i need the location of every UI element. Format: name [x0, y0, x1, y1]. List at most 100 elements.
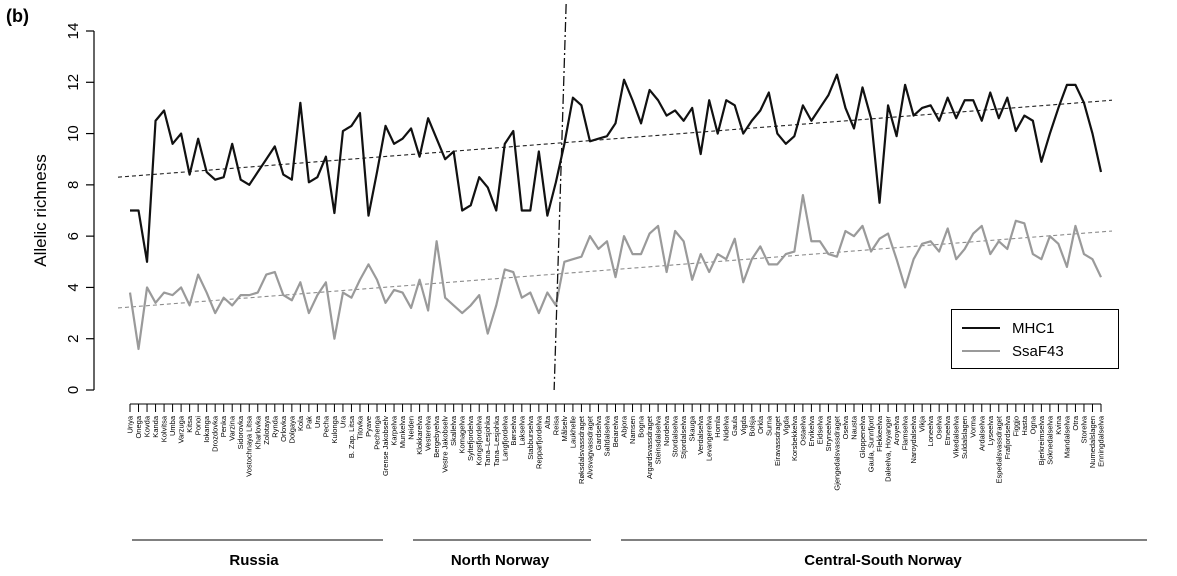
x-tick-label: Vikja: [918, 415, 927, 432]
x-tick-label: Lyseelva: [986, 415, 995, 445]
region-label-central-south-norway: Central-South Norway: [804, 552, 962, 569]
x-tick-label: Tana–Lesjohka: [483, 415, 492, 466]
x-tick-label: Laukhelle: [568, 416, 577, 448]
x-tick-label: Drozdovka: [211, 415, 220, 452]
x-tick-label: Kharlovka: [253, 415, 262, 449]
axes: 0 2 4 6 8 10 12 14 Allelic richness: [31, 23, 1102, 412]
x-tick-label: Figgjo: [1011, 416, 1020, 436]
x-tick-label: Namsen: [628, 416, 637, 444]
x-tick-label: Lakselva: [517, 415, 526, 445]
x-tick-label: Argardsvassdraget: [645, 415, 654, 479]
x-tick-label: Ardalselva: [977, 415, 986, 451]
x-tick-label: Dolgaya: [287, 415, 296, 443]
x-tick-label: Hasta: [1020, 415, 1029, 435]
y-tick-label: 8: [65, 181, 82, 189]
x-tick-label: Målselv: [560, 416, 569, 442]
x-tick-label: Daleelva, Hoyanger: [884, 416, 893, 482]
x-tick-label: Bolsja: [747, 415, 756, 436]
x-tick-label: Kola: [296, 415, 305, 431]
x-tick-label: Varzina: [228, 415, 237, 441]
x-tick-label: Beiarelva: [611, 415, 620, 447]
y-tick-label: 12: [65, 74, 82, 91]
x-tick-label: Eidselva: [815, 415, 824, 444]
region-label-north-norway: North Norway: [450, 552, 550, 569]
y-tick-label: 2: [65, 335, 82, 343]
x-tick-label: Vorma: [969, 415, 978, 438]
x-tick-label: Stabburselva: [526, 415, 535, 460]
x-tick-label: Etneelva: [943, 415, 952, 445]
x-tick-label: Kanda: [151, 415, 160, 438]
x-tick-label: Bjerkreimselva: [1037, 415, 1046, 465]
trendline-mhc1: [117, 99, 1113, 178]
x-tick-label: Kongsfjordelva: [475, 415, 484, 465]
legend-label-mhc1: MHC1: [1012, 319, 1055, 337]
x-tick-label: Skallelva: [449, 415, 458, 446]
x-tick-label: Pak: [304, 416, 313, 429]
x-tick-label: B. Zap. Litsa: [347, 415, 356, 458]
x-tick-label: Numedalslagen: [1088, 416, 1097, 468]
trendline-ssaf43: [117, 230, 1113, 309]
x-tick-label: Korsbekkelva: [790, 415, 799, 461]
x-tick-label: Abjora: [620, 415, 629, 438]
x-tick-label: Gjengedalsvassdraget: [832, 415, 841, 491]
x-tick-labels: Unya Onega Kovda Kanda Kolvitsa Umba Varzuga Ki…: [126, 415, 1106, 491]
x-tick-label: Zolotaya: [262, 415, 271, 445]
x-tick-label: Vikedalselva: [952, 415, 961, 458]
x-tick-label: Karpelva: [390, 415, 399, 445]
x-tick-label: Iokanga: [202, 415, 211, 443]
panel-label: (b): [6, 6, 29, 26]
x-tick-label: Suldalslagen: [960, 416, 969, 459]
legend-swatch-mhc1: [962, 327, 1000, 329]
x-tick-label: Alvsvagvassdraget: [585, 415, 594, 479]
x-tick-label: Titovka: [355, 415, 364, 440]
x-tick-label: Otra: [1071, 415, 1080, 430]
legend-swatch-ssaf43: [962, 350, 1000, 352]
x-tick-label: Homla: [713, 415, 722, 438]
x-tick-label: Rynda: [270, 415, 279, 438]
x-tick-label: Vestre Jakobselv: [441, 416, 450, 473]
x-tick-label: Saltdalselva: [602, 415, 611, 456]
x-tick-label: Espedalsvassdraget: [994, 415, 1003, 483]
x-tick-label: Ponoi: [194, 416, 203, 436]
x-tick-label: Flamselva: [901, 415, 910, 450]
x-tick-label: Klokkarelva: [415, 415, 424, 455]
x-tick-label: Surna: [764, 415, 773, 436]
x-tick-label: Loneelva: [926, 415, 935, 446]
x-tick-label: Gaula, Sunnfjord: [867, 416, 876, 472]
y-tick-label: 14: [65, 23, 82, 40]
x-tick-label: Unya: [126, 415, 135, 433]
x-tick-label: Sidorovka: [236, 415, 245, 449]
x-tick-label: Pecha: [321, 415, 330, 437]
x-tick-label: Alta: [543, 415, 552, 429]
legend: MHC1 SsaF43: [951, 309, 1119, 369]
x-tick-label: Bergebyelva: [432, 415, 441, 458]
x-tick-label: Ura: [338, 415, 347, 428]
x-tick-label: Nidelva: [722, 415, 731, 441]
y-axis-label: Allelic richness: [31, 154, 50, 266]
legend-item-mhc1: MHC1: [962, 318, 1055, 338]
x-tick-label: Kulonga: [330, 415, 339, 443]
x-tick-label: Steinsdalselva: [654, 415, 663, 464]
x-tick-label: Munkelva: [398, 415, 407, 448]
x-tick-label: Gloppenelva: [858, 415, 867, 458]
series-lines: [128, 73, 1103, 351]
x-tick-label: Aroyelva: [892, 415, 901, 445]
y-tick-label: 0: [65, 386, 82, 394]
x-tick-label: Vostochnaya Litsa: [245, 415, 254, 477]
x-tick-label: Eiravassdraget: [773, 415, 782, 466]
divider-line: [553, 3, 567, 391]
region-label-russia: Russia: [229, 552, 279, 569]
x-tick-label: Kvina: [1054, 415, 1063, 435]
x-tick-label: Stordalselva: [671, 415, 680, 457]
x-tick-label: Vigda: [781, 415, 790, 435]
x-tick-label: Komagelva: [458, 415, 467, 453]
x-tick-label: Orlovka: [279, 415, 288, 442]
x-tick-label: Oselva: [935, 415, 944, 439]
x-tick-label: Gardselva: [594, 415, 603, 450]
x-tick-label: Kolvitsa: [160, 415, 169, 442]
x-tick-label: Ogna: [1028, 415, 1037, 434]
x-tick-label: Naroydalselva: [909, 415, 918, 463]
x-tick-label: Enningdalselva: [1097, 415, 1106, 467]
x-tick-label: Onega: [134, 415, 143, 438]
series-line-ssaf43: [128, 194, 1102, 351]
